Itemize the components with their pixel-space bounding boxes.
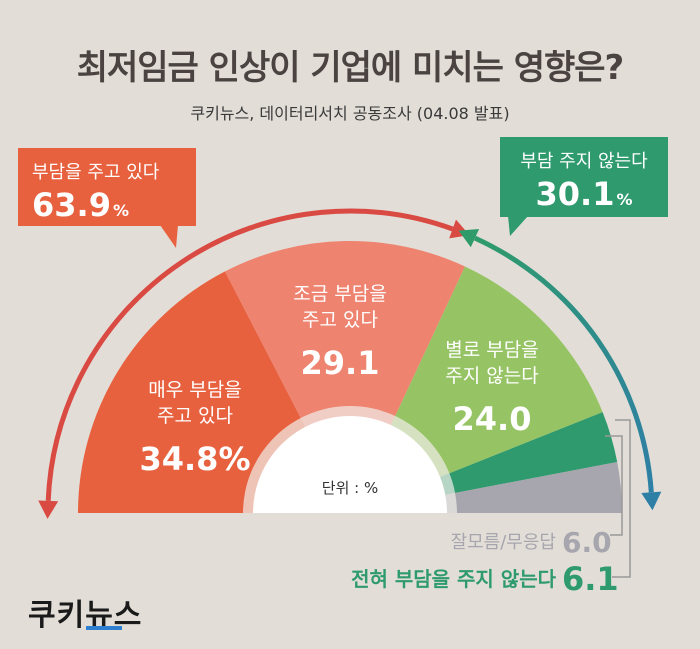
inner-disc	[253, 416, 447, 513]
slice-label-1-line-0: 조금 부담을	[293, 283, 386, 305]
slice-value-1: 29.1	[301, 344, 380, 382]
slice-outside-label-4: 잘모름/무응답	[451, 532, 556, 553]
slice-outside-value-4: 6.0	[562, 526, 612, 559]
callout-no-burden-unit: %	[616, 190, 633, 209]
slice-label-2-line-1: 주지 않는다	[445, 365, 538, 387]
arrow-burden-arc	[45, 208, 454, 502]
callout-no-burden: 부담 주지 않는다 30.1%	[500, 137, 668, 217]
slice-label-0-line-0: 매우 부담을	[148, 379, 241, 401]
chart-subtitle: 쿠키뉴스, 데이터리서치 공동조사 (04.08 발표)	[190, 104, 510, 123]
chart-title: 최저임금 인상이 기업에 미치는 영향은?	[76, 48, 625, 88]
callout-burden-unit: %	[112, 201, 129, 220]
callout-no-burden-label: 부담 주지 않는다	[520, 151, 648, 172]
arrow-no-burden-head-start	[458, 229, 480, 248]
callout-burden: 부담을 주고 있다 63.9%	[18, 148, 196, 226]
leader-not-at-all	[612, 419, 631, 578]
callout-burden-value: 63.9	[32, 186, 111, 224]
slice-value-2: 24.0	[453, 400, 532, 438]
callout-no-burden-pointer	[508, 216, 528, 236]
slice-label-0-line-1: 주고 있다	[157, 405, 233, 427]
leader-dontknow	[605, 435, 623, 536]
slice-outside-value-3: 6.1	[562, 560, 619, 598]
arrow-no-burden-arc	[473, 235, 654, 493]
slice-label-2-line-0: 별로 부담을	[445, 339, 538, 361]
callout-no-burden-value: 30.1	[535, 175, 615, 213]
arrow-burden-head-start	[38, 500, 59, 519]
slice-value-0: 34.8%	[139, 440, 250, 478]
arrow-no-burden-head-end	[641, 491, 662, 511]
brand-logo: 쿠키뉴스	[28, 598, 143, 633]
brand-underline	[86, 626, 122, 630]
unit-label: 단위 : %	[322, 479, 378, 497]
slice-outside-label-3: 전혀 부담을 주지 않는다	[351, 567, 556, 591]
slice-label-1-line-1: 주고 있다	[302, 309, 378, 331]
callout-burden-label: 부담을 주고 있다	[32, 162, 160, 183]
slice-1	[225, 240, 465, 513]
callout-burden-pointer	[160, 225, 178, 248]
